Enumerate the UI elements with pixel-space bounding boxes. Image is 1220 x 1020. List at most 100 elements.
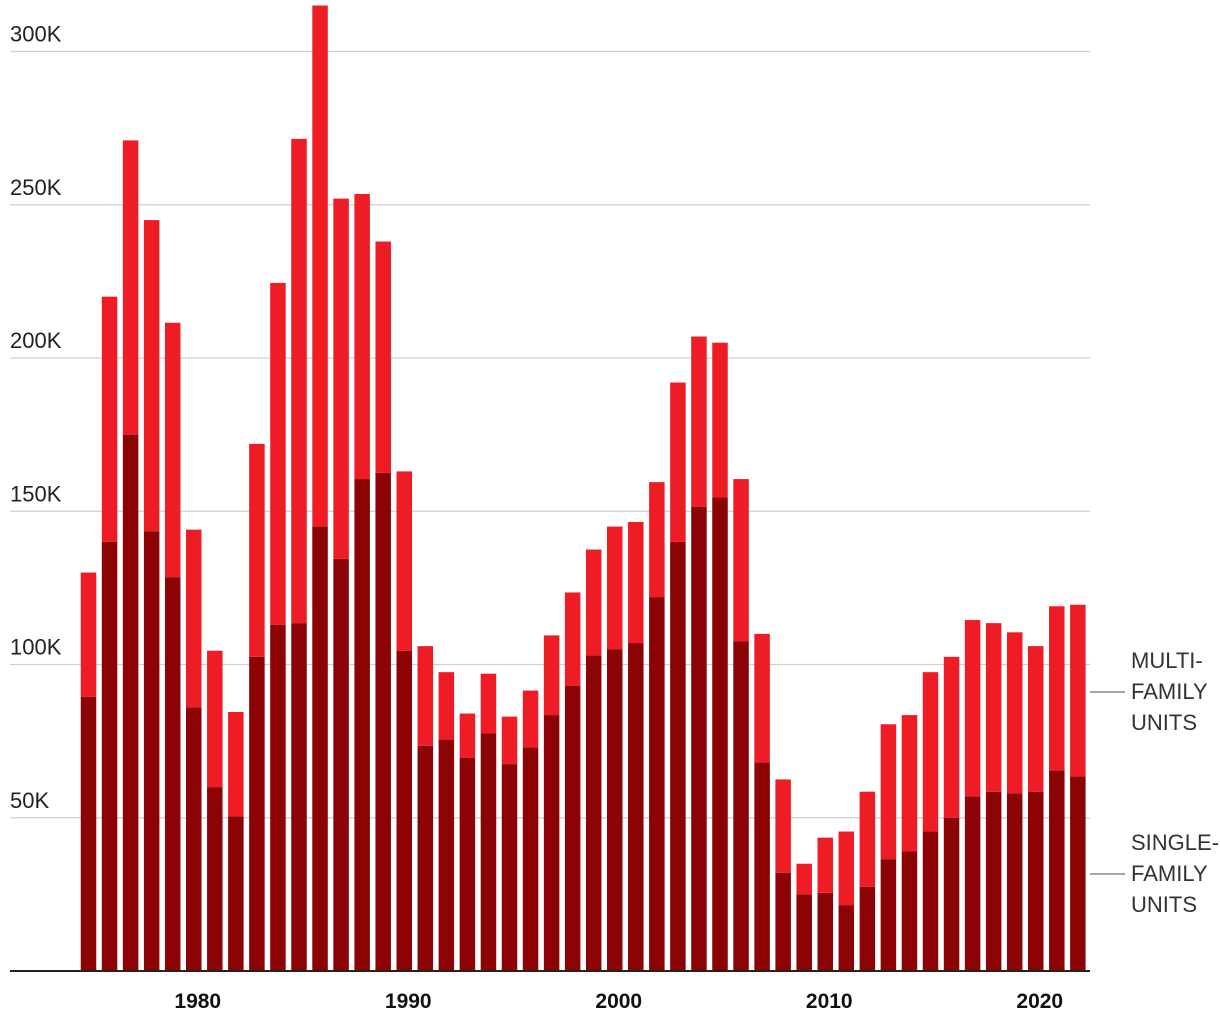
bar-single-family-1990 <box>396 650 412 971</box>
bar-single-family-1993 <box>459 757 476 971</box>
bar-multi-family-1977 <box>122 140 139 435</box>
bar-multi-family-1985 <box>291 138 307 624</box>
bar-multi-family-2021 <box>1049 606 1065 771</box>
bar-single-family-1995 <box>501 764 518 971</box>
y-tick-label: 250K <box>10 175 62 200</box>
y-tick-label: 150K <box>10 481 62 506</box>
bar-single-family-1996 <box>522 747 539 971</box>
bar-multi-family-1994 <box>480 673 497 734</box>
bar-single-family-2017 <box>964 796 981 971</box>
x-tick-label: 1990 <box>385 990 432 1013</box>
bar-single-family-1981 <box>207 787 223 971</box>
bar-multi-family-1992 <box>438 672 455 740</box>
bar-multi-family-1999 <box>585 549 602 656</box>
bar-multi-family-2018 <box>985 623 1002 792</box>
bar-single-family-2002 <box>649 597 665 971</box>
bar-multi-family-1982 <box>228 712 244 817</box>
bar-multi-family-1993 <box>459 713 476 758</box>
bar-multi-family-2000 <box>607 526 623 650</box>
bar-single-family-1976 <box>101 541 118 971</box>
bar-single-family-2013 <box>880 859 897 971</box>
bar-single-family-2022 <box>1070 776 1086 971</box>
bar-single-family-1988 <box>354 479 370 971</box>
bar-single-family-1980 <box>186 707 202 971</box>
x-tick-label: 2000 <box>595 990 642 1013</box>
x-tick-label: 2010 <box>806 990 853 1013</box>
legend: MULTI-FAMILY UNITS SINGLE-FAMILY UNITS <box>1090 648 1219 917</box>
bar-multi-family-2004 <box>691 336 707 507</box>
bar-multi-family-2011 <box>838 831 855 906</box>
bar-single-family-2006 <box>733 641 749 971</box>
bar-multi-family-2005 <box>712 342 728 498</box>
bar-single-family-2020 <box>1028 791 1044 971</box>
bar-multi-family-1998 <box>564 592 581 686</box>
bar-multi-family-2001 <box>628 521 644 644</box>
bar-multi-family-2002 <box>649 482 665 598</box>
bar-multi-family-2008 <box>775 779 791 873</box>
bar-multi-family-1984 <box>270 282 286 625</box>
bar-single-family-2009 <box>796 894 812 971</box>
bar-multi-family-1989 <box>375 241 391 473</box>
bar-multi-family-1981 <box>207 650 223 788</box>
bar-multi-family-1995 <box>501 716 518 765</box>
y-tick-label: 100K <box>10 635 62 660</box>
bar-single-family-2007 <box>754 762 770 971</box>
bar-multi-family-2012 <box>859 791 876 887</box>
bar-multi-family-1990 <box>396 471 412 651</box>
bar-single-family-1985 <box>291 623 307 971</box>
x-tick-label: 2020 <box>1016 990 1063 1013</box>
bar-multi-family-2013 <box>880 724 897 860</box>
bar-multi-family-2022 <box>1070 604 1086 777</box>
bar-single-family-2016 <box>943 817 960 971</box>
bar-single-family-2000 <box>607 649 623 971</box>
bar-multi-family-1986 <box>312 5 328 527</box>
y-tick-label: 200K <box>10 328 62 353</box>
bar-single-family-2003 <box>670 541 686 971</box>
bar-multi-family-2020 <box>1028 646 1044 792</box>
bar-single-family-2018 <box>985 791 1002 971</box>
bar-single-family-1982 <box>228 816 244 971</box>
bar-single-family-1992 <box>438 739 455 971</box>
bar-single-family-2005 <box>712 497 728 971</box>
bar-single-family-1998 <box>564 685 581 971</box>
bar-single-family-1983 <box>249 656 265 971</box>
bar-single-family-2019 <box>1006 793 1023 971</box>
bar-multi-family-1980 <box>186 529 202 708</box>
bar-single-family-2012 <box>859 886 876 971</box>
bar-multi-family-1988 <box>354 194 370 480</box>
bar-multi-family-2006 <box>733 479 749 642</box>
bar-multi-family-1996 <box>522 690 539 748</box>
bar-multi-family-2007 <box>754 633 770 763</box>
bar-single-family-1989 <box>375 472 391 971</box>
bar-multi-family-2010 <box>817 837 833 893</box>
bar-single-family-1994 <box>480 733 497 971</box>
bar-multi-family-1997 <box>543 635 560 716</box>
bar-single-family-1999 <box>585 655 602 971</box>
bars <box>80 5 1086 971</box>
bar-multi-family-2014 <box>901 715 918 852</box>
bar-single-family-1987 <box>333 558 349 971</box>
bar-multi-family-2015 <box>922 672 939 832</box>
bar-multi-family-2017 <box>964 620 981 797</box>
bar-single-family-1991 <box>417 745 434 971</box>
bar-single-family-1975 <box>80 696 97 971</box>
bar-single-family-2001 <box>628 643 644 971</box>
bar-single-family-1979 <box>164 577 181 971</box>
bar-multi-family-1976 <box>101 296 118 542</box>
bar-multi-family-2009 <box>796 863 812 895</box>
bar-multi-family-1983 <box>249 443 265 657</box>
y-tick-label: 50K <box>10 788 49 813</box>
bar-single-family-1984 <box>270 624 286 971</box>
bar-single-family-1977 <box>122 434 139 971</box>
bar-multi-family-2003 <box>670 382 686 542</box>
bar-multi-family-1979 <box>164 322 181 578</box>
bar-single-family-2011 <box>838 905 855 971</box>
bar-multi-family-1975 <box>80 572 97 697</box>
multi-family-legend-label: MULTI-FAMILY UNITS <box>1131 648 1208 735</box>
bar-single-family-2010 <box>817 892 833 971</box>
bar-single-family-2004 <box>691 506 707 971</box>
bar-single-family-2014 <box>901 851 918 971</box>
bar-single-family-1986 <box>312 526 328 971</box>
bar-single-family-1997 <box>543 715 560 971</box>
